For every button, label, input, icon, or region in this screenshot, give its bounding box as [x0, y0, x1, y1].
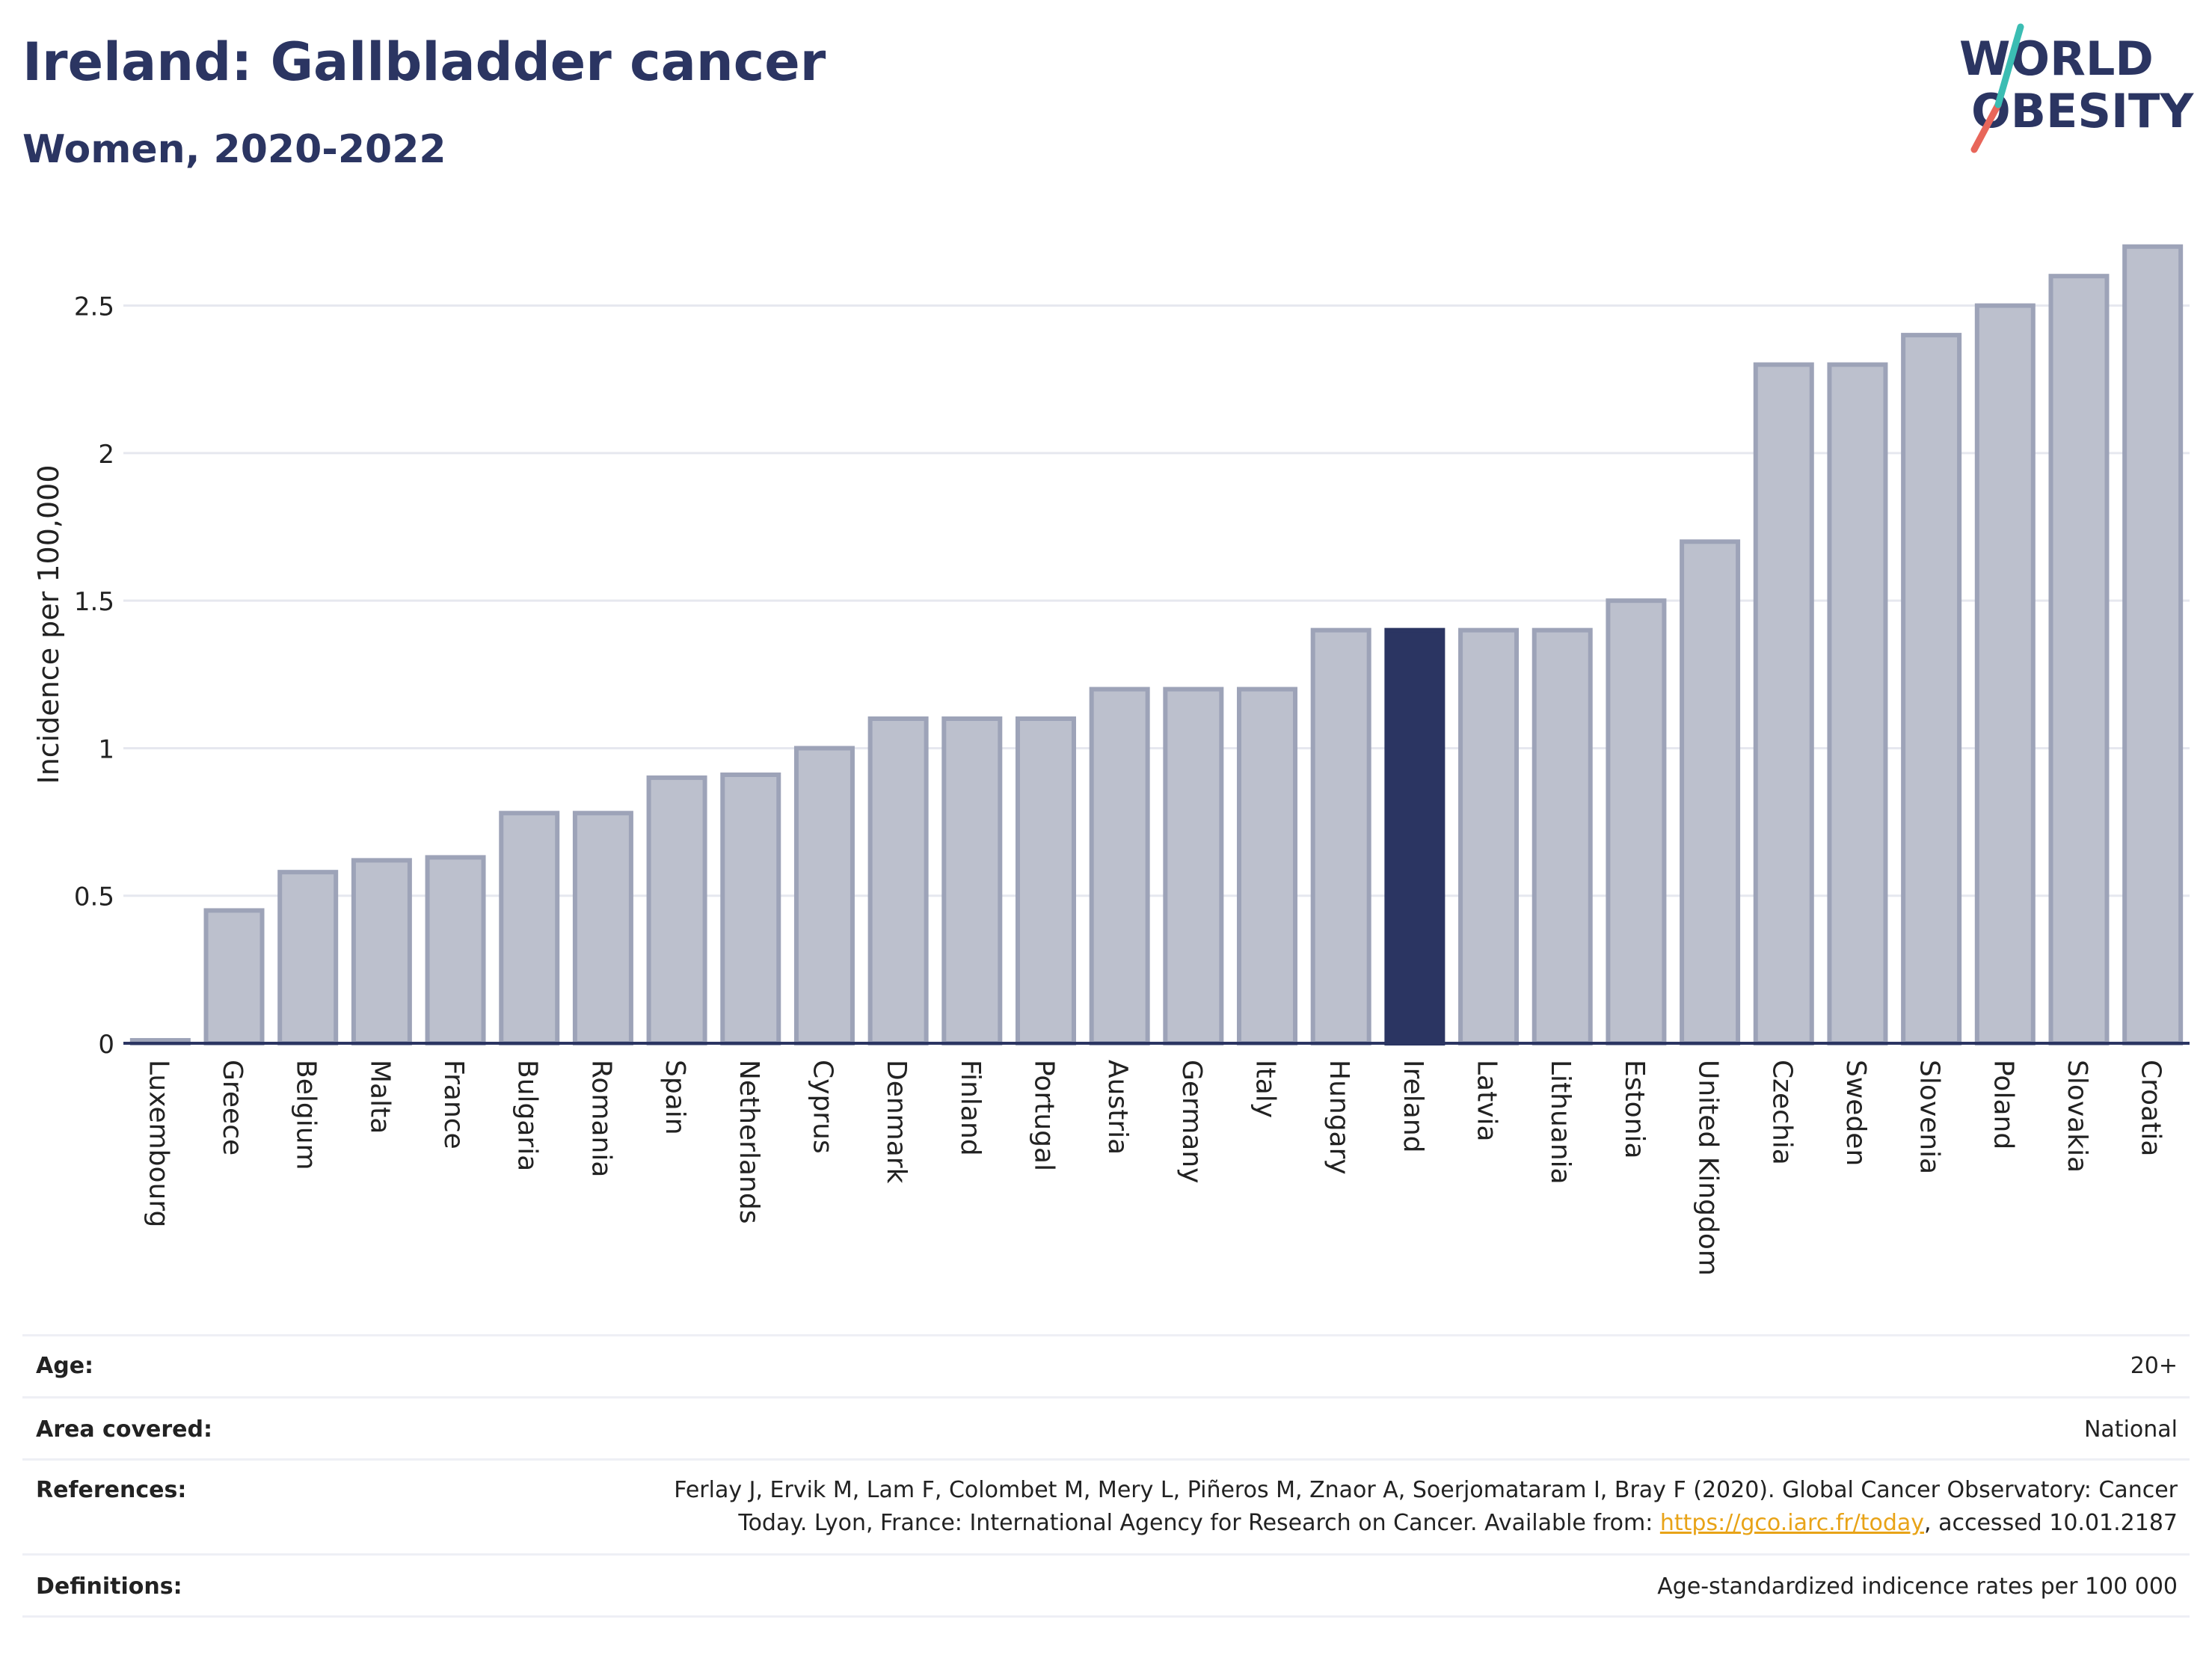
x-tick-label: Czechia: [1766, 1060, 1797, 1165]
x-tick-label: Poland: [1988, 1060, 2018, 1149]
y-tick-label: 2: [98, 440, 114, 470]
x-tick-label: Germany: [1176, 1060, 1207, 1183]
y-axis-label: Incidence per 100,000: [32, 464, 65, 784]
references-line2a: Today. Lyon, France: International Agenc…: [738, 1510, 1660, 1536]
bar-germany: [1163, 687, 1224, 1046]
bar-portugal: [1015, 716, 1076, 1045]
bar-croatia: [2122, 244, 2184, 1045]
bar-finland: [941, 716, 1003, 1045]
bar-belgium: [277, 870, 339, 1046]
bar-united-kingdom: [1680, 539, 1741, 1045]
bar-chart: 0 0.5 1 1.5 2 2.5 Luxembourg Greece Belgium Malt…: [32, 244, 2190, 1276]
area-value: National: [2083, 1416, 2178, 1443]
bar-spain: [646, 775, 707, 1045]
x-tick-label: Estonia: [1619, 1060, 1650, 1159]
bar-romania: [572, 811, 633, 1045]
bar-netherlands: [720, 772, 781, 1045]
age-label: Age:: [36, 1353, 94, 1379]
x-tick-label: Ireland: [1398, 1060, 1428, 1153]
bar-bulgaria: [499, 811, 560, 1045]
x-tick-label: Austria: [1102, 1060, 1133, 1155]
x-tick-label: Malta: [364, 1060, 395, 1134]
bar-slovakia: [2048, 274, 2110, 1046]
references-link[interactable]: https://gco.iarc.fr/today: [1659, 1510, 1925, 1536]
page-title: Ireland: Gallbladder cancer: [22, 31, 826, 93]
x-tick-label: Slovenia: [1914, 1060, 1945, 1174]
references-line1: Ferlay J, Ervik M, Lam F, Colombet M, Me…: [674, 1477, 2178, 1503]
y-tick-label: 2.5: [74, 292, 114, 322]
x-tick-label: Romania: [586, 1060, 616, 1177]
area-label: Area covered:: [36, 1416, 212, 1443]
x-tick-label: Cyprus: [807, 1060, 838, 1154]
bars: [129, 244, 2184, 1046]
references-text: Ferlay J, Ervik M, Lam F, Colombet M, Me…: [532, 1474, 2178, 1540]
info-row-definitions: Definitions: Age-standardized indicence …: [22, 1553, 2190, 1618]
y-tick-label: 1: [98, 734, 114, 764]
references-line2b: , accessed 10.01.2187: [1924, 1510, 2178, 1536]
bar-malta: [351, 858, 412, 1046]
bar-france: [425, 855, 486, 1046]
x-tick-label: Luxembourg: [143, 1060, 173, 1227]
bar-greece: [203, 908, 265, 1046]
bar-sweden: [1827, 362, 1888, 1045]
x-tick-label: Bulgaria: [512, 1060, 543, 1171]
references-label: References:: [36, 1477, 187, 1503]
x-tick-label: France: [438, 1060, 469, 1149]
bar-austria: [1089, 687, 1150, 1046]
x-tick-label: Portugal: [1028, 1060, 1059, 1171]
definitions-value: Age-standardized indicence rates per 100…: [1657, 1573, 2178, 1600]
x-tick-label: Belgium: [291, 1060, 322, 1170]
x-tick-label: Lithuania: [1545, 1060, 1576, 1185]
info-table: Age: 20+ Area covered: National Referenc…: [22, 1334, 2190, 1618]
bar-ireland: [1384, 627, 1446, 1045]
x-axis-ticks: Luxembourg Greece Belgium Malta France Bulgar…: [143, 1060, 2166, 1276]
x-tick-label: Hungary: [1324, 1060, 1354, 1175]
x-tick-label: Spain: [660, 1060, 690, 1135]
references-line2: Today. Lyon, France: International Agenc…: [532, 1507, 2178, 1540]
x-tick-label: Latvia: [1472, 1060, 1502, 1142]
x-tick-label: Greece: [217, 1060, 248, 1155]
bar-italy: [1237, 687, 1298, 1046]
x-tick-label: United Kingdom: [1693, 1060, 1724, 1276]
bar-cyprus: [793, 746, 855, 1045]
logo-line2: OBESITY: [1971, 84, 2194, 138]
bar-denmark: [867, 716, 929, 1045]
y-tick-label: 0: [98, 1030, 114, 1060]
bar-slovenia: [1901, 333, 1962, 1046]
definitions-label: Definitions:: [36, 1573, 182, 1600]
y-tick-label: 0.5: [74, 882, 114, 912]
bar-poland: [1974, 303, 2036, 1045]
bar-estonia: [1606, 598, 1667, 1045]
bar-lithuania: [1531, 627, 1593, 1045]
bar-latvia: [1458, 627, 1520, 1045]
y-tick-label: 1.5: [74, 587, 114, 617]
page-subtitle: Women, 2020-2022: [22, 127, 446, 172]
logo-line1: WORLD: [1959, 31, 2154, 86]
info-row-area: Area covered: National: [22, 1396, 2190, 1458]
x-tick-label: Slovakia: [2062, 1060, 2092, 1173]
age-value: 20+: [2130, 1353, 2178, 1379]
x-tick-label: Sweden: [1840, 1060, 1871, 1166]
x-tick-label: Italy: [1250, 1060, 1281, 1118]
info-row-references: References: Ferlay J, Ervik M, Lam F, Co…: [22, 1458, 2190, 1553]
x-tick-label: Croatia: [2136, 1060, 2166, 1156]
info-row-age: Age: 20+: [22, 1334, 2190, 1396]
bar-hungary: [1310, 627, 1371, 1045]
x-tick-label: Finland: [955, 1060, 986, 1156]
x-tick-label: Netherlands: [734, 1060, 764, 1223]
bar-czechia: [1753, 362, 1814, 1045]
x-tick-label: Denmark: [881, 1060, 912, 1184]
y-axis-ticks: 0 0.5 1 1.5 2 2.5: [74, 292, 114, 1060]
world-obesity-logo: WORLD OBESITY: [1959, 23, 2194, 153]
